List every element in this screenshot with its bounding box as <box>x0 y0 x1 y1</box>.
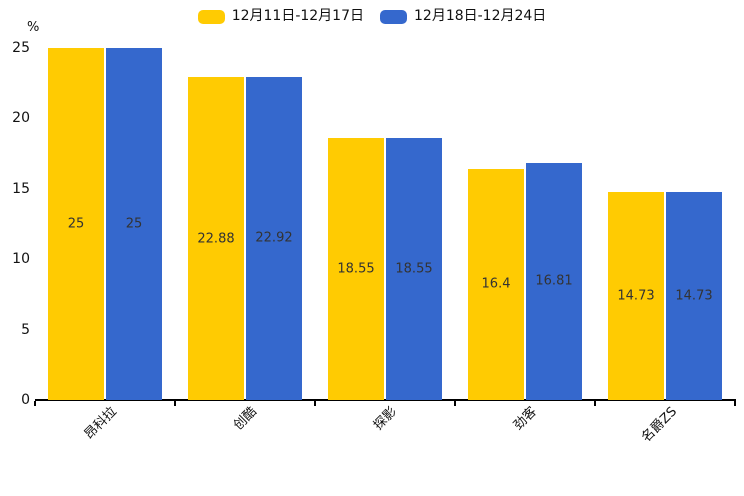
bar-value-label: 25 <box>125 216 143 232</box>
x-axis-category-label: 创酷 <box>230 404 260 434</box>
bar-value-label: 25 <box>67 216 85 232</box>
bar-series-0-cat-4: 14.73 <box>608 192 664 400</box>
x-axis-tick-mark <box>734 401 736 406</box>
y-axis-tick-label: 0 <box>21 392 30 408</box>
bar-value-label: 18.55 <box>337 261 375 277</box>
x-axis-category-label: 名爵ZS <box>638 404 680 446</box>
legend-label: 12月11日-12月17日 <box>231 8 364 24</box>
y-axis-tick-label: 25 <box>12 39 30 56</box>
legend-item-0: 12月11日-12月17日 <box>197 8 364 25</box>
bar-series-0-cat-3: 16.4 <box>468 168 524 400</box>
y-axis-tick-label: 10 <box>12 251 30 267</box>
bar-series-1-cat-1: 22.92 <box>246 76 302 400</box>
x-axis-tick-mark <box>174 401 176 406</box>
legend-label: 12月18日-12月24日 <box>414 8 547 24</box>
y-axis-tick-label: 20 <box>12 110 30 126</box>
bar-series-0-cat-0: 25 <box>48 47 104 400</box>
bar-series-1-cat-0: 25 <box>106 47 162 400</box>
bar-series-1-cat-4: 14.73 <box>666 192 722 400</box>
y-axis-tick-label: 15 <box>12 180 30 197</box>
bar-value-label: 22.88 <box>197 231 235 247</box>
legend-swatch-icon <box>380 9 407 24</box>
bar-series-1-cat-3: 16.81 <box>526 162 582 400</box>
legend-item-1: 12月18日-12月24日 <box>380 8 546 25</box>
bar-value-label: 22.92 <box>255 230 293 246</box>
x-axis-tick-mark <box>594 401 596 406</box>
x-axis-tick-mark <box>34 401 36 406</box>
x-axis-tick-mark <box>314 401 316 406</box>
x-axis-category-label: 劲客 <box>510 404 540 434</box>
bar-series-0-cat-2: 18.55 <box>328 138 384 400</box>
bar-series-1-cat-2: 18.55 <box>386 138 442 400</box>
bar-series-0-cat-1: 22.88 <box>188 77 244 400</box>
x-axis-line <box>35 399 736 401</box>
chart-legend: 12月11日-12月17日 12月18日-12月24日 <box>0 8 744 25</box>
bar-value-label: 16.81 <box>535 273 573 289</box>
legend-swatch-icon <box>197 9 225 24</box>
y-axis-unit-label: % <box>27 20 40 35</box>
x-axis-tick-mark <box>454 401 456 406</box>
x-axis-category-label: 昂科拉 <box>81 404 120 443</box>
x-axis-category-label: 探影 <box>370 404 400 434</box>
bar-value-label: 18.55 <box>395 261 433 277</box>
bar-value-label: 14.73 <box>617 288 655 304</box>
bar-value-label: 14.73 <box>675 288 713 304</box>
y-axis-tick-label: 5 <box>21 321 30 338</box>
bar-value-label: 16.4 <box>481 276 511 292</box>
